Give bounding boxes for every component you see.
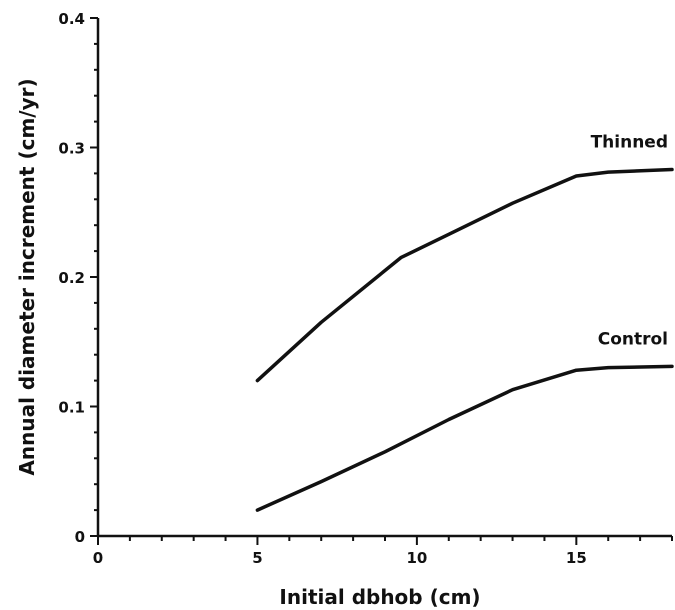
x-tick-label: 0 bbox=[93, 549, 103, 567]
tick-marks bbox=[90, 17, 673, 545]
y-tick-label: 0 bbox=[75, 528, 85, 546]
y-tick-label: 0.1 bbox=[58, 399, 85, 417]
series-labels: Thinned Control bbox=[591, 133, 668, 350]
x-axis-title: Initial dbhob (cm) bbox=[279, 585, 480, 609]
y-axis-title: Annual diameter increment (cm/yr) bbox=[15, 78, 39, 475]
tick-labels: 0 5 10 15 0 0.1 0.2 0.3 0.4 bbox=[58, 10, 586, 567]
series-label-thinned: Thinned bbox=[591, 133, 668, 153]
x-tick-label: 10 bbox=[406, 549, 427, 567]
x-tick-label: 15 bbox=[566, 549, 587, 567]
series-lines bbox=[255, 167, 674, 512]
series-label-control: Control bbox=[598, 329, 668, 349]
y-tick-label: 0.2 bbox=[58, 269, 85, 287]
x-tick-label: 5 bbox=[252, 549, 262, 567]
series-line-control bbox=[255, 364, 674, 512]
y-tick-label: 0.4 bbox=[58, 10, 85, 28]
y-tick-label: 0.3 bbox=[58, 140, 85, 158]
series-line-thinned bbox=[255, 167, 674, 383]
